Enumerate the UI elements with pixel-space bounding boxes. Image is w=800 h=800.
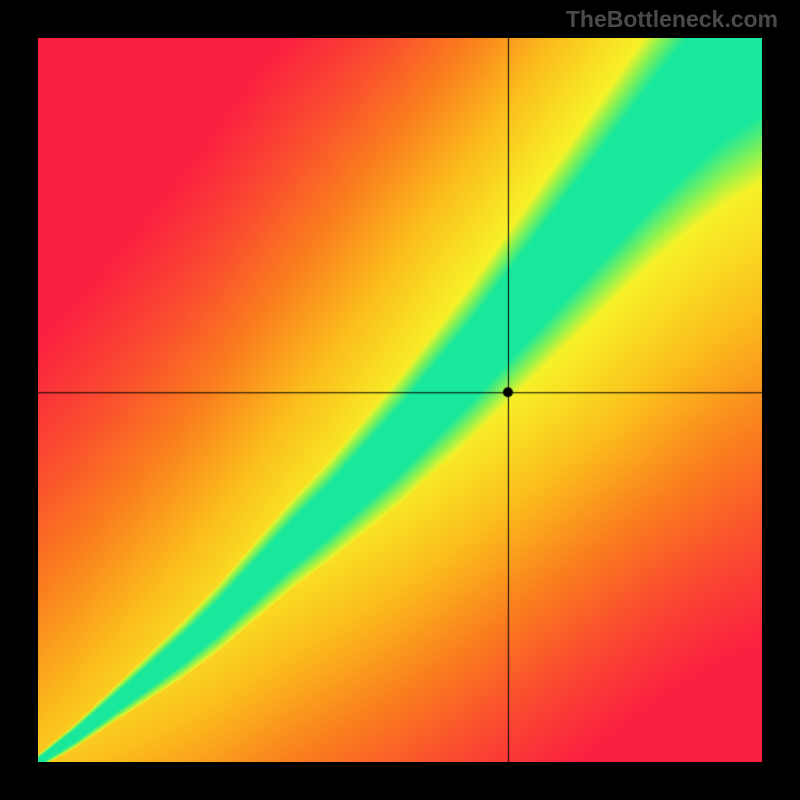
watermark-text: TheBottleneck.com bbox=[566, 6, 778, 33]
plot-area bbox=[38, 38, 762, 762]
chart-container: TheBottleneck.com bbox=[0, 0, 800, 800]
heatmap-canvas bbox=[38, 38, 762, 762]
